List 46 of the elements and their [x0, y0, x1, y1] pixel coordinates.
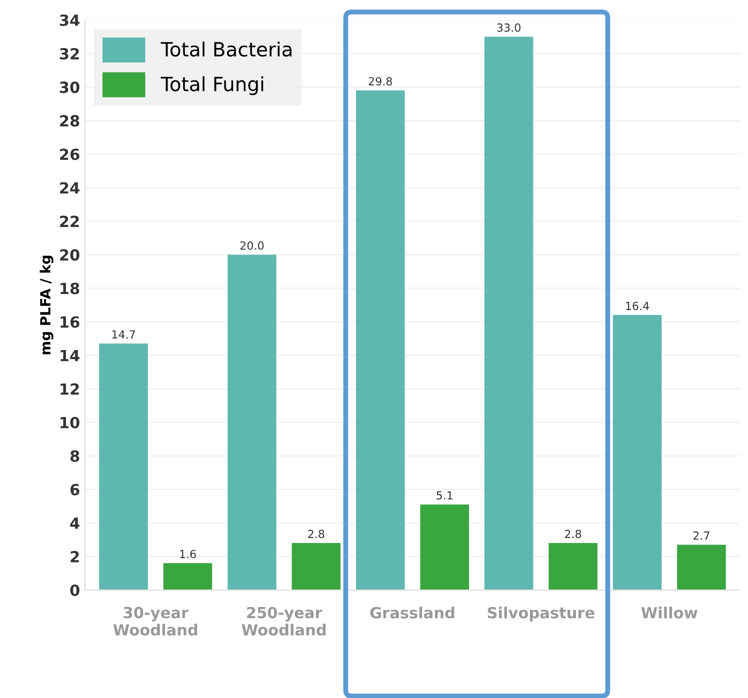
bar — [292, 543, 341, 590]
bar — [420, 504, 470, 590]
y-tick-label: 32 — [60, 48, 79, 60]
y-tick-label: 18 — [60, 282, 80, 294]
bar — [484, 36, 534, 590]
y-tick-label: 0 — [70, 584, 80, 596]
legend-label: Total Bacteria — [160, 42, 292, 57]
y-tick-label: 4 — [70, 518, 80, 529]
y-tick-label: 30 — [60, 82, 80, 94]
x-tick-label: 250-year Woodland — [242, 606, 326, 636]
bar — [163, 563, 212, 590]
bar — [612, 315, 662, 590]
data-label: 20.0 — [240, 241, 264, 250]
data-label: 16.4 — [626, 302, 649, 310]
y-tick-label: 26 — [60, 148, 80, 160]
y-tick-label: 20 — [60, 249, 80, 261]
bar — [356, 90, 405, 590]
data-label: 5.1 — [436, 491, 452, 500]
y-tick-label: 6 — [70, 484, 80, 496]
y-tick-label: 24 — [60, 182, 80, 194]
y-tick-label: 16 — [60, 316, 80, 328]
y-tick-label: 12 — [60, 383, 79, 395]
data-label: 33.0 — [497, 23, 520, 32]
bar — [99, 344, 148, 590]
data-label: 1.6 — [180, 550, 196, 558]
bar — [228, 254, 276, 590]
y-axis-title: mg PLFA / kg — [40, 256, 54, 354]
data-label: 2.7 — [693, 531, 710, 540]
data-label: 14.7 — [112, 330, 135, 338]
data-label: 2.8 — [565, 530, 582, 538]
x-tick-label: Willow — [641, 606, 698, 618]
bar — [677, 544, 726, 590]
y-tick-label: 10 — [60, 416, 80, 428]
y-tick-label: 14 — [60, 350, 80, 362]
x-tick-label: 30-year Woodland — [113, 606, 198, 636]
data-label: 2.8 — [308, 530, 324, 538]
bar — [548, 543, 598, 590]
y-tick-label: 28 — [60, 115, 80, 127]
y-tick-label: 34 — [60, 14, 80, 26]
x-tick-label: Grassland — [370, 606, 454, 618]
x-tick-label: Silvopasture — [488, 606, 594, 622]
legend-label: Total Fungi — [160, 76, 264, 96]
data-label: 29.8 — [368, 77, 392, 86]
y-tick-label: 2 — [70, 550, 79, 562]
y-tick-label: 22 — [60, 216, 79, 227]
y-tick-label: 8 — [70, 450, 80, 462]
